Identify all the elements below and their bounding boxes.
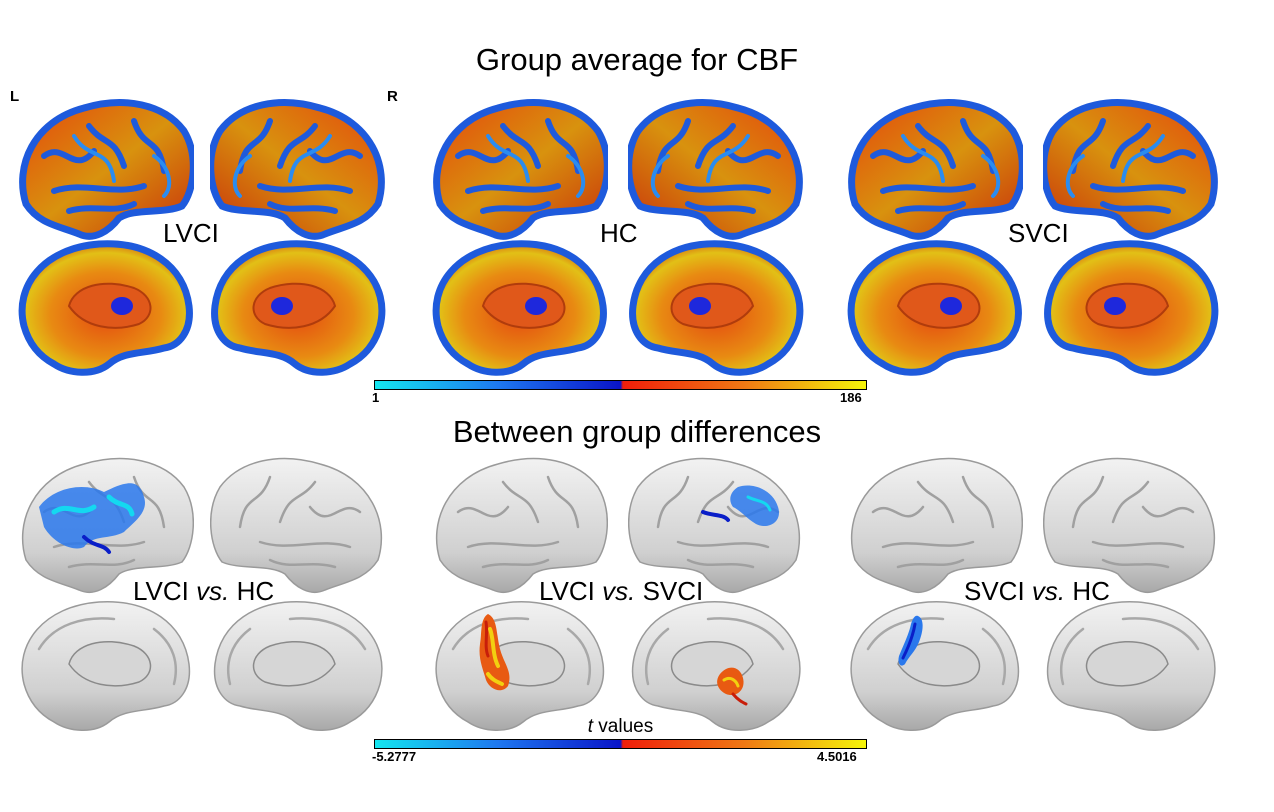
- brain-hc-right-lateral: [628, 96, 808, 241]
- brain-hc-left-lateral: [428, 96, 608, 241]
- comparison-label-part: SVCI: [635, 576, 704, 606]
- comparison-label-lvci-hc: LVCI vs. HC: [133, 576, 274, 607]
- colorbar-t-title: t values: [374, 716, 867, 738]
- brain-diff1-left-medial: [20, 600, 191, 732]
- hemisphere-right-label: R: [387, 88, 398, 105]
- comparison-vs: vs.: [1031, 576, 1066, 606]
- comparison-vs: vs.: [196, 576, 230, 606]
- brain-lvci-left-medial: [14, 236, 194, 381]
- colorbar-cbf-max: 186: [840, 390, 862, 405]
- comparison-label-part: HC: [229, 576, 275, 606]
- comparison-label-part: SVCI: [964, 576, 1032, 606]
- colorbar-cbf: [374, 380, 867, 390]
- brain-diff2-right-medial: [631, 600, 802, 732]
- brain-diff2-right-lateral: [628, 457, 801, 594]
- group-label-lvci: LVCI: [163, 218, 219, 248]
- title-group-average: Group average for CBF: [475, 42, 799, 77]
- colorbar-t-min: -5.2777: [372, 749, 417, 764]
- brain-diff3-right-medial: [1046, 600, 1217, 732]
- group-label-svci: SVCI: [1008, 218, 1069, 248]
- brain-diff2-left-medial: [434, 600, 605, 732]
- brain-svci-right-medial: [1043, 236, 1223, 381]
- brain-diff1-left-lateral: [21, 457, 194, 594]
- colorbar-t-max: 4.5016: [817, 749, 857, 764]
- brain-diff1-right-medial: [213, 600, 384, 732]
- brain-lvci-right-lateral: [210, 96, 390, 241]
- colorbar-t-text: values: [593, 716, 654, 737]
- comparison-label-svci-hc: SVCI vs. HC: [964, 576, 1110, 607]
- comparison-vs: vs.: [602, 576, 636, 606]
- comparison-label-part: LVCI: [133, 576, 197, 606]
- title-between-group: Between group differences: [452, 414, 822, 449]
- comparison-label-lvci-svci: LVCI vs. SVCI: [539, 576, 703, 607]
- brain-svci-left-medial: [843, 236, 1023, 381]
- comparison-label-part: LVCI: [539, 576, 603, 606]
- colorbar-t-symbol: t: [587, 716, 594, 737]
- group-label-hc: HC: [600, 218, 638, 248]
- brain-svci-left-lateral: [843, 96, 1023, 241]
- hemisphere-left-label: L: [10, 88, 20, 105]
- brain-lvci-right-medial: [210, 236, 390, 381]
- colorbar-cbf-min: 1: [372, 390, 380, 405]
- brain-hc-right-medial: [628, 236, 808, 381]
- brain-diff3-left-medial: [849, 600, 1020, 732]
- brain-svci-right-lateral: [1043, 96, 1223, 241]
- brain-hc-left-medial: [428, 236, 608, 381]
- colorbar-t-values: [374, 739, 867, 749]
- comparison-label-part: HC: [1065, 576, 1110, 606]
